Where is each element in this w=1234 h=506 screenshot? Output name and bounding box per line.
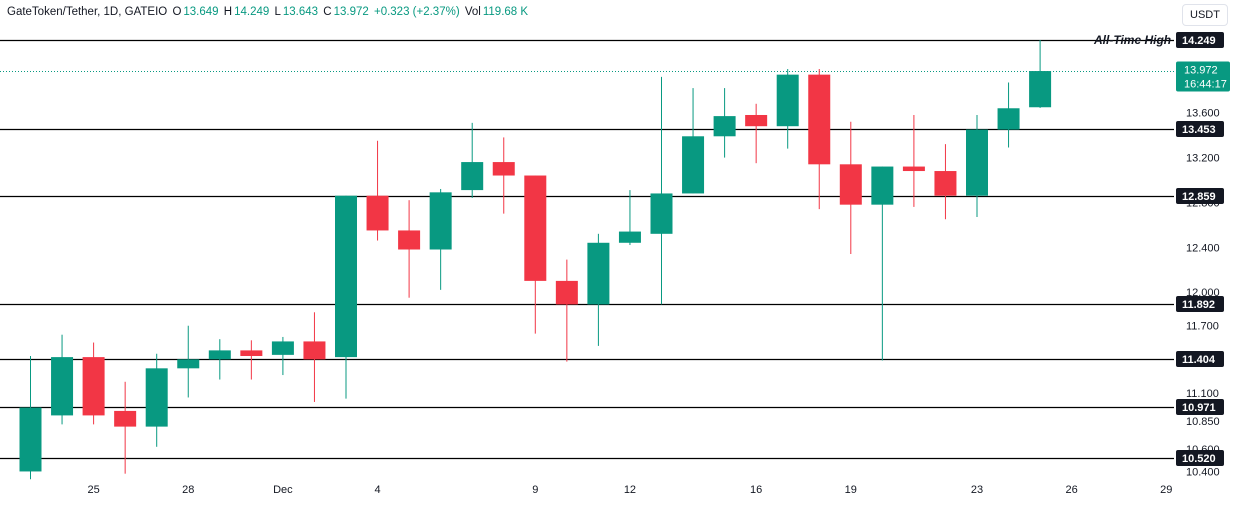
candle-body bbox=[587, 242, 610, 305]
candle-body bbox=[713, 116, 736, 137]
candle-body bbox=[335, 195, 357, 358]
level-price-tag bbox=[1176, 399, 1224, 415]
low-label: L bbox=[274, 6, 281, 18]
candle-body bbox=[808, 74, 831, 165]
candle-body bbox=[555, 280, 578, 305]
level-price-tag bbox=[1176, 351, 1224, 367]
level-price-tag-text: 11.892 bbox=[1182, 299, 1215, 311]
symbol-title[interactable]: GateToken/Tether, 1D, GATEIO bbox=[7, 6, 168, 18]
candle-body bbox=[776, 74, 799, 127]
candle-body bbox=[240, 350, 263, 356]
x-tick-label: Dec bbox=[273, 484, 293, 496]
candle-body bbox=[492, 162, 515, 176]
close-value: 13.972 bbox=[333, 6, 369, 18]
level-price-tag-text: 14.249 bbox=[1182, 35, 1216, 47]
candle-body bbox=[429, 192, 452, 250]
candle-body bbox=[934, 171, 957, 196]
candle-body bbox=[902, 166, 925, 172]
y-tick-label: 13.600 bbox=[1186, 108, 1220, 120]
y-tick-label: 12.400 bbox=[1186, 242, 1220, 254]
low-value: 13.643 bbox=[282, 6, 319, 18]
candle-body bbox=[650, 193, 673, 234]
countdown-value: 16:44:17 bbox=[1184, 79, 1227, 91]
x-tick-label: 26 bbox=[1066, 484, 1078, 496]
y-tick-label: 10.850 bbox=[1186, 416, 1220, 428]
candle-body bbox=[398, 230, 421, 250]
x-tick-label: 23 bbox=[971, 484, 983, 496]
close-label: C bbox=[323, 6, 332, 18]
candle-body bbox=[461, 162, 484, 191]
volume-label: Vol bbox=[464, 6, 481, 18]
symbol-header: GateToken/Tether, 1D, GATEIO O 13.649 H 14… bbox=[7, 6, 530, 18]
level-price-tag bbox=[1176, 121, 1224, 137]
candle-body bbox=[682, 136, 705, 194]
y-tick-label: 11.100 bbox=[1186, 388, 1219, 400]
candle-body bbox=[366, 195, 389, 231]
level-price-tag-text: 12.859 bbox=[1182, 191, 1216, 203]
level-price-tag-text: 10.971 bbox=[1182, 402, 1216, 414]
price-tags-layer: 10.520 10.971 11.404 11.892 12.859 13.453 14.2… bbox=[1093, 32, 1230, 466]
y-tick-label: 13.200 bbox=[1186, 153, 1220, 165]
x-tick-label: 28 bbox=[182, 484, 194, 496]
candle-body bbox=[839, 164, 862, 205]
candles-layer bbox=[19, 40, 1052, 480]
all-time-high-label: All-Time High bbox=[1093, 33, 1171, 47]
candle-body bbox=[524, 175, 547, 281]
x-tick-label: 4 bbox=[374, 484, 380, 496]
x-tick-label: 25 bbox=[87, 484, 99, 496]
candle-body bbox=[997, 108, 1020, 130]
candle-body bbox=[177, 359, 200, 369]
level-price-tag bbox=[1176, 450, 1224, 466]
y-tick-label: 11.700 bbox=[1186, 321, 1219, 333]
level-price-tag-text: 10.520 bbox=[1182, 453, 1216, 465]
candle-body bbox=[871, 166, 894, 205]
y-tick-label: 10.400 bbox=[1186, 466, 1220, 478]
x-tick-label: 19 bbox=[845, 484, 857, 496]
candle-body bbox=[1029, 71, 1052, 108]
candle-body bbox=[208, 350, 231, 360]
candle-body bbox=[51, 357, 74, 416]
level-price-tag bbox=[1176, 32, 1224, 48]
candle-body bbox=[966, 129, 988, 196]
currency-button[interactable]: USDT bbox=[1182, 4, 1228, 26]
level-price-tag bbox=[1176, 188, 1224, 204]
x-tick-label: 29 bbox=[1160, 484, 1172, 496]
current-price-value: 13.972 bbox=[1184, 65, 1218, 77]
open-label: O bbox=[172, 6, 182, 18]
level-price-tag-text: 11.404 bbox=[1182, 354, 1216, 366]
candle-body bbox=[145, 368, 168, 427]
candle-body bbox=[19, 407, 42, 472]
candle-body bbox=[114, 410, 137, 427]
x-tick-label: 16 bbox=[750, 484, 762, 496]
candle-body bbox=[618, 231, 641, 243]
candle-body bbox=[271, 341, 294, 355]
high-value: 14.249 bbox=[234, 6, 270, 18]
candle-body bbox=[745, 114, 768, 127]
axis-layer: 10.40010.60010.85011.10011.70012.00012.4… bbox=[87, 108, 1219, 496]
candle-body bbox=[82, 357, 105, 416]
level-price-tag-text: 13.453 bbox=[1182, 124, 1216, 136]
open-value: 13.649 bbox=[183, 6, 219, 18]
level-price-tag bbox=[1176, 296, 1224, 312]
candle-body bbox=[303, 341, 326, 360]
change-value: +0.323 (+2.37%) bbox=[373, 6, 460, 18]
current-price-tag bbox=[1176, 61, 1230, 92]
horizontal-lines-layer bbox=[0, 39, 1174, 460]
volume-value: 119.68 K bbox=[482, 6, 529, 18]
x-tick-label: 12 bbox=[624, 484, 636, 496]
high-label: H bbox=[223, 6, 233, 18]
x-tick-label: 9 bbox=[532, 484, 538, 496]
